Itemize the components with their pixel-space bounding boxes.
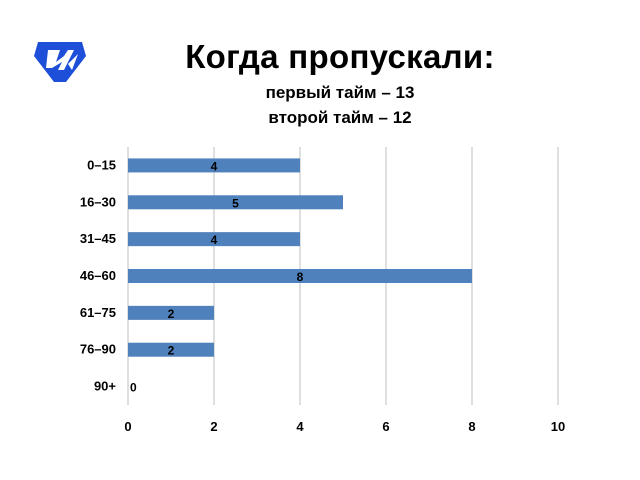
data-label: 8 [297,270,304,284]
data-label: 0 [130,381,137,395]
x-tick-label-0: 0 [124,419,131,434]
club-shield-logo [30,36,90,86]
subtitle-second-half: второй тайм – 12 [268,108,412,127]
y-category-label: 76–90 [80,342,116,357]
subtitle-first-half: первый тайм – 13 [265,83,415,102]
y-category-label: 16–30 [80,194,116,209]
x-tick-label-10: 10 [551,419,565,434]
data-label: 2 [168,307,175,321]
bar-31–45 [128,232,300,247]
y-category-label: 46–60 [80,268,116,283]
y-category-label: 61–75 [80,305,116,320]
x-tick-label-6: 6 [382,419,389,434]
bar-0–15 [128,158,300,173]
bar-76–90 [128,342,214,357]
bar-16–30 [128,195,343,210]
page-title: Когда пропускали: [185,38,495,75]
bar-46–60 [128,269,472,283]
data-label: 5 [232,196,239,210]
y-category-label: 0–15 [87,157,116,172]
x-tick-label-4: 4 [296,419,304,434]
data-label: 2 [168,344,175,358]
x-tick-label-2: 2 [210,419,217,434]
y-category-label: 90+ [94,379,116,394]
data-label: 4 [211,233,218,247]
y-category-label: 31–45 [80,231,116,246]
data-label: 4 [211,159,218,173]
x-tick-label-8: 8 [468,419,475,434]
bar-61–75 [128,305,214,320]
